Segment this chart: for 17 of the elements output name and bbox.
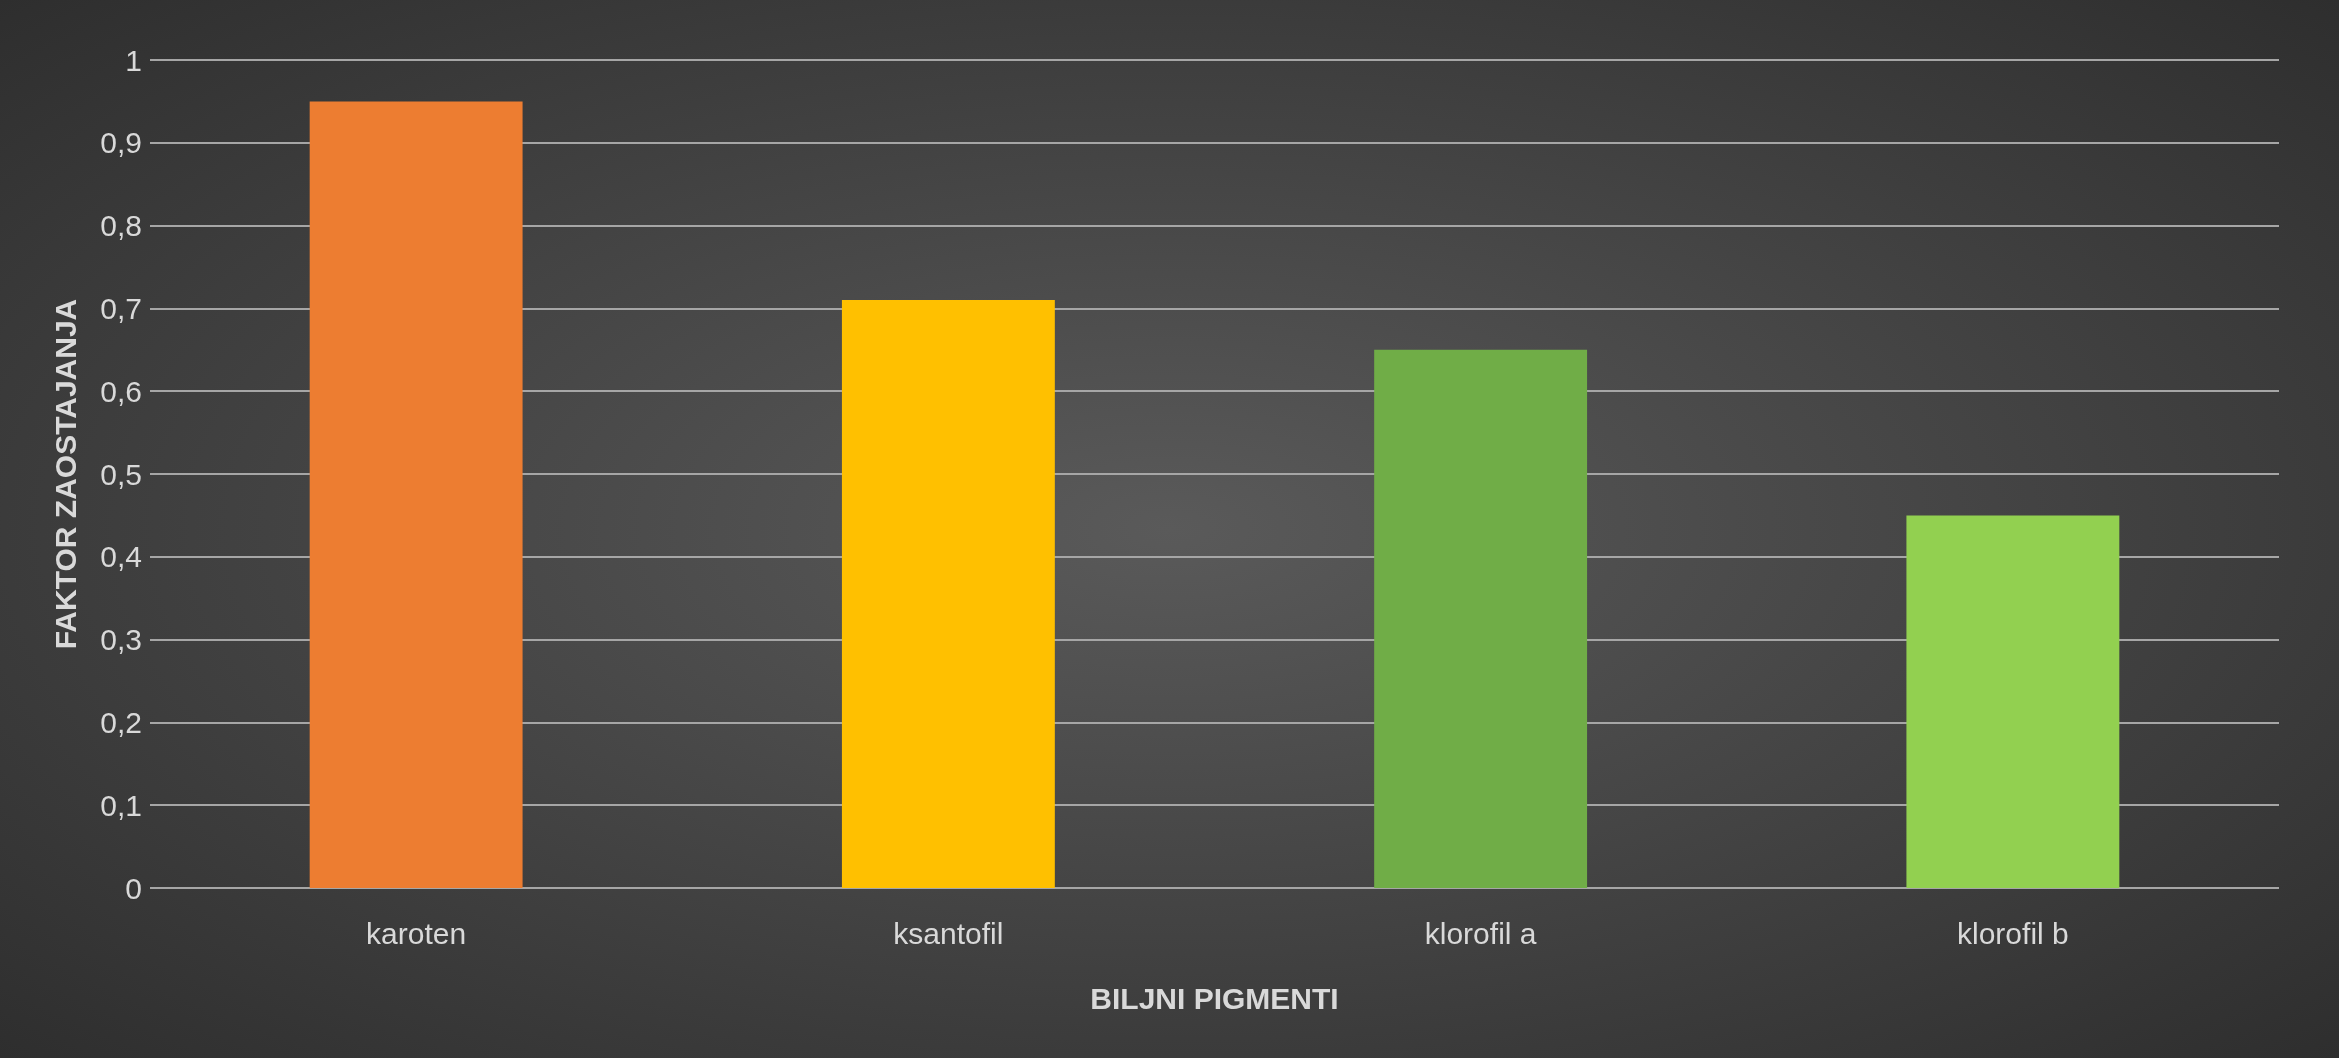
y-tick-label: 0,3 [100,623,142,657]
y-tick-label: 0,9 [100,126,142,160]
y-tick-label: 0,7 [100,291,142,325]
x-tick-label: klorofil a [1424,916,1537,950]
y-tick-label: 0,2 [100,705,142,739]
y-tick-label: 0,4 [100,540,142,574]
y-tick-label: 0,6 [100,374,142,408]
y-axis-title: FAKTOR ZAOSTAJANJA [48,298,82,650]
y-tick-label: 1 [125,43,142,77]
y-tick-label: 0,1 [100,788,142,822]
x-tick-label: klorofil b [1957,916,2069,950]
x-axis-title: BILJNI PIGMENTI [1090,981,1339,1015]
y-tick-label: 0,5 [100,457,142,491]
y-tick-label: 0 [125,871,142,905]
x-tick-label: ksantofil [893,916,1004,950]
y-tick-label: 0,8 [100,209,142,243]
x-tick-label: karoten [366,916,467,950]
